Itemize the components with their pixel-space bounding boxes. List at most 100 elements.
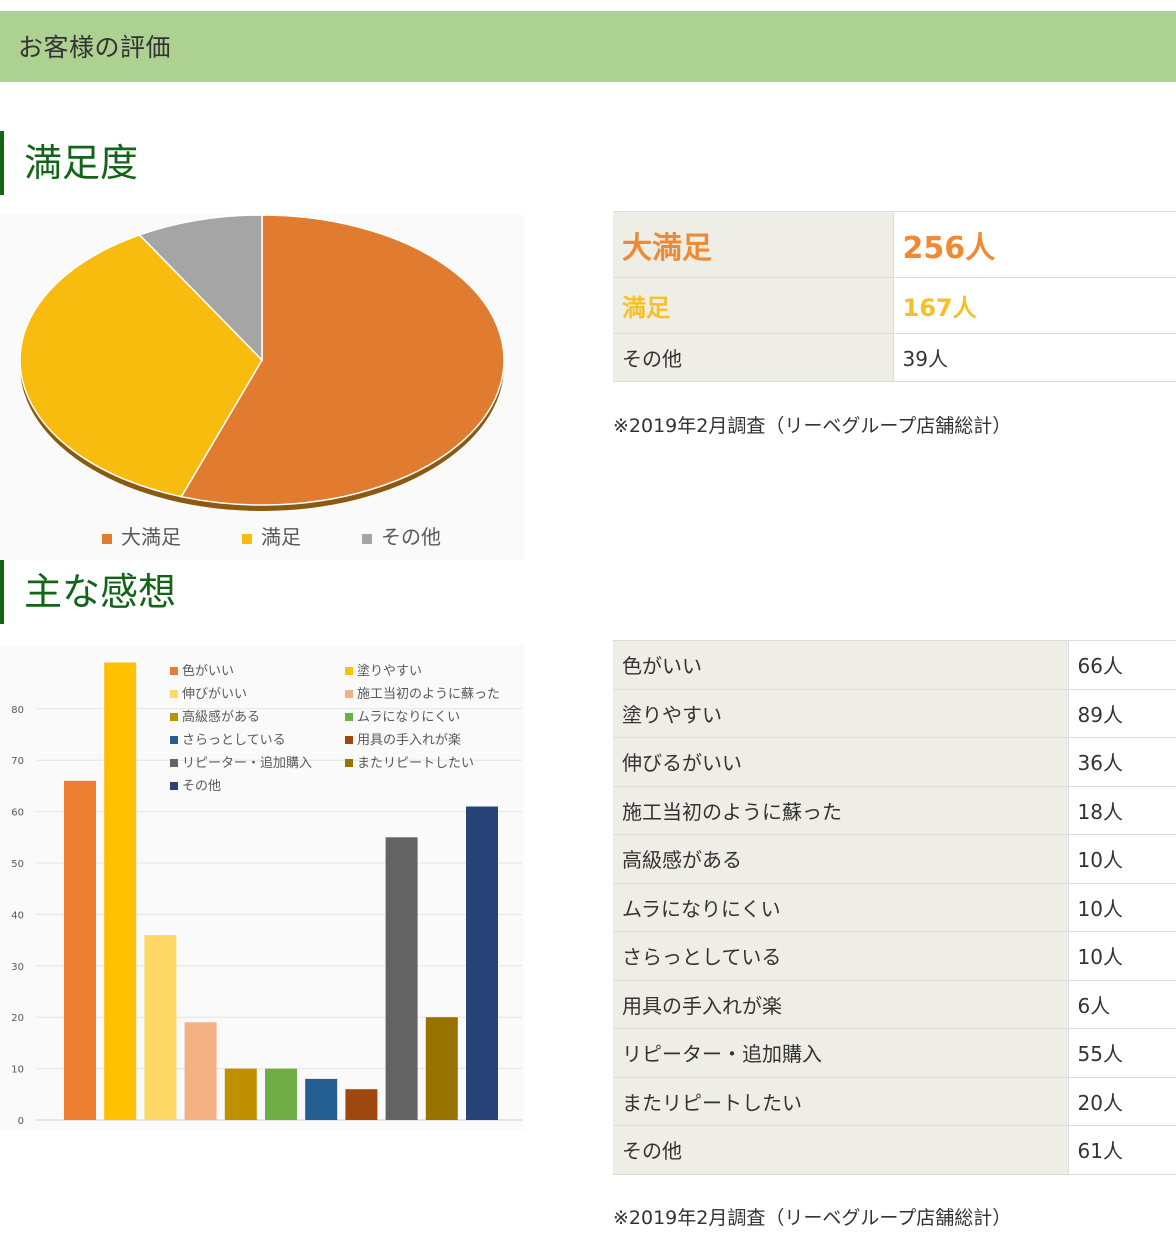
table-row: 大満足 256人 (613, 211, 1176, 278)
legend-label: 大満足 (121, 525, 181, 549)
row-value: 61人 (1068, 1125, 1176, 1175)
satisfaction-pie-chart: 大満足 満足 その他 (0, 214, 524, 560)
pie-chart-svg: 大満足 満足 その他 (19, 214, 505, 549)
pie-slice-1 (19, 234, 263, 498)
table-row: 用具の手入れが楽 6人 (613, 979, 1176, 1029)
y-tick-label: 30 (11, 962, 24, 973)
pie-slice-0 (180, 214, 505, 506)
page-title: お客様の評価 (18, 33, 172, 62)
legend-swatch (170, 667, 178, 675)
legend-label: 用具の手入れが楽 (357, 732, 461, 748)
row-label: その他 (613, 333, 894, 382)
row-label: 施工当初のように蘇った (613, 785, 1069, 835)
y-tick-label: 80 (11, 705, 24, 716)
legend-swatch (170, 690, 178, 698)
row-value: 36人 (1068, 737, 1176, 787)
row-value: 10人 (1068, 882, 1176, 932)
legend-swatch (102, 534, 112, 544)
legend-swatch (345, 759, 353, 767)
bar-8 (385, 837, 418, 1120)
table-row: ムラになりにくい 10人 (613, 882, 1176, 932)
bar-4 (224, 1068, 257, 1120)
satisfaction-heading: 満足度 (0, 131, 138, 195)
row-value: 20人 (1068, 1076, 1176, 1126)
table-row: その他 61人 (613, 1125, 1176, 1175)
legend-swatch (345, 690, 353, 698)
bar-3 (184, 1022, 217, 1120)
row-value: 55人 (1068, 1028, 1176, 1078)
satisfaction-table: 大満足 256人 満足 167人 その他 39人 (613, 211, 1176, 382)
bar-1 (104, 662, 137, 1120)
row-value: 167人 (893, 277, 1176, 334)
legend-label: ムラになりにくい (357, 710, 460, 725)
legend-label: その他 (381, 525, 441, 549)
row-label: 色がいい (613, 640, 1069, 690)
impressions-table: 色がいい 66人 塗りやすい 89人 伸びるがいい 36人 施工当初のように蘇った 18人 高級… (613, 640, 1176, 1175)
legend-swatch (170, 713, 178, 721)
table-row: さらっとしている 10人 (613, 931, 1176, 981)
row-value: 89人 (1068, 688, 1176, 738)
row-label: 伸びるがいい (613, 737, 1069, 787)
bar-10 (466, 806, 498, 1120)
bar-2 (144, 935, 177, 1120)
y-tick-label: 20 (11, 1013, 24, 1024)
y-tick-label: 0 (18, 1116, 24, 1127)
table-row: 色がいい 66人 (613, 640, 1176, 690)
row-label: またリピートしたい (613, 1076, 1069, 1126)
row-value: 10人 (1068, 931, 1176, 981)
table-row: その他 39人 (613, 333, 1176, 382)
legend-label: 伸びがいい (182, 687, 247, 702)
row-label: リピーター・追加購入 (613, 1028, 1069, 1078)
table-row: リピーター・追加購入 55人 (613, 1028, 1176, 1078)
y-tick-label: 10 (11, 1065, 24, 1076)
legend-label: またリピートしたい (357, 756, 474, 771)
legend-swatch (345, 713, 353, 721)
legend-label: その他 (182, 779, 221, 794)
row-label: 満足 (613, 277, 894, 334)
row-value: 256人 (893, 211, 1176, 278)
bar-7 (345, 1089, 378, 1120)
row-label: さらっとしている (613, 931, 1069, 981)
row-label: 塗りやすい (613, 688, 1069, 738)
legend-swatch (345, 667, 353, 675)
table-row: 高級感がある 10人 (613, 834, 1176, 884)
bar-5 (265, 1068, 297, 1120)
row-value: 10人 (1068, 834, 1176, 884)
row-label: ムラになりにくい (613, 882, 1069, 932)
impressions-bar-chart: 0 10 20 30 40 50 60 70 80 色がいい 塗りやすい 伸びがいい 施工当初のように蘇… (0, 645, 524, 1130)
legend-label: 満足 (261, 525, 301, 549)
row-value: 18人 (1068, 785, 1176, 835)
legend-label: 色がいい (182, 663, 234, 679)
y-tick-label: 60 (11, 808, 24, 819)
legend-label: 施工当初のように蘇った (357, 687, 500, 702)
row-label: 高級感がある (613, 834, 1069, 884)
legend-swatch (170, 736, 178, 744)
satisfaction-note: ※2019年2月調査（リーベグループ店舗総計） (613, 415, 1012, 437)
impressions-heading: 主な感想 (0, 560, 176, 624)
table-row: 満足 167人 (613, 277, 1176, 334)
legend-label: リピーター・追加購入 (182, 755, 312, 771)
legend-label: さらっとしている (182, 733, 286, 748)
pie-slice-2 (138, 214, 263, 362)
table-row: 施工当初のように蘇った 18人 (613, 785, 1176, 835)
row-value: 39人 (893, 333, 1176, 382)
row-value: 66人 (1068, 640, 1176, 690)
legend-swatch (345, 736, 353, 744)
row-label: その他 (613, 1125, 1069, 1175)
y-tick-label: 40 (11, 910, 24, 921)
row-label: 用具の手入れが楽 (613, 979, 1069, 1029)
impressions-note: ※2019年2月調査（リーベグループ店舗総計） (613, 1207, 1012, 1229)
bar-9 (425, 1017, 458, 1120)
bar-0 (64, 780, 96, 1120)
table-row: 塗りやすい 89人 (613, 688, 1176, 738)
legend-swatch (242, 534, 252, 544)
legend-swatch (170, 759, 178, 767)
row-value: 6人 (1068, 979, 1176, 1029)
table-row: またリピートしたい 20人 (613, 1076, 1176, 1126)
row-label: 大満足 (613, 211, 894, 278)
legend-swatch (362, 534, 372, 544)
y-tick-label: 70 (11, 756, 24, 767)
y-tick-label: 50 (11, 859, 24, 870)
legend-label: 高級感がある (182, 709, 260, 725)
